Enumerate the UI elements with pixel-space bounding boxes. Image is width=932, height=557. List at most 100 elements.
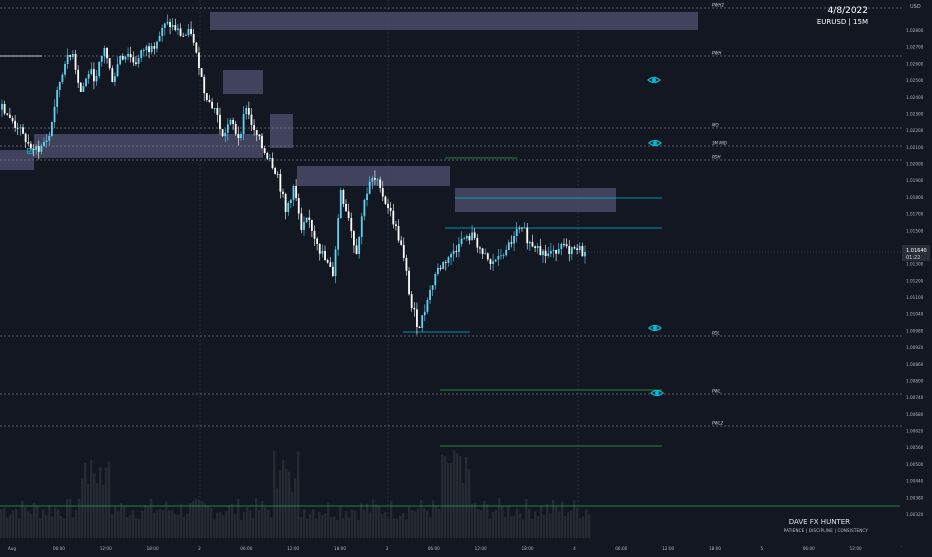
candle-body [14, 120, 17, 128]
candle-body [192, 34, 195, 43]
candle-body [476, 238, 479, 248]
candle-body [400, 240, 403, 245]
candle-body [379, 179, 382, 188]
supply-demand-zone [210, 12, 698, 30]
price-tick-label: 1.02700 [906, 45, 924, 50]
eye-icon [647, 139, 663, 147]
time-tick-label: 12:00 [100, 546, 112, 551]
candle-body [339, 190, 342, 219]
candle-body [376, 179, 379, 181]
volume-bar [120, 503, 123, 538]
candle-body [77, 69, 80, 83]
volume-bar [474, 502, 477, 538]
volume-bar [528, 508, 531, 538]
volume-bar [207, 505, 210, 538]
candle-body [347, 211, 350, 218]
volume-bar [90, 459, 93, 538]
candle-body [350, 218, 353, 232]
candle-body [35, 146, 38, 150]
candle-body [555, 250, 558, 254]
level-label: PDL [712, 331, 720, 336]
candle-body [245, 108, 248, 115]
volume-bar [138, 518, 141, 538]
candle-body [261, 136, 263, 148]
volume-bar [489, 518, 492, 538]
volume-bar [399, 515, 402, 538]
price-chart[interactable]: PWH2 PWH MO 3M MID PDH PDL PWL PWL2 [0, 0, 902, 538]
volume-bar [288, 471, 291, 538]
candle-body [6, 113, 9, 115]
volume-bar [33, 502, 36, 538]
price-tick-label: 1.02500 [906, 78, 924, 83]
candle-body [208, 100, 211, 102]
volume-bar [327, 502, 330, 538]
time-axis[interactable]: Aug 06:00 12:00 18:00 2 06:00 12:00 18:00 3 06:00… [0, 538, 904, 551]
candle-body [337, 218, 340, 250]
volume-bar [30, 513, 33, 538]
volume-bar [501, 505, 504, 538]
volume-bar [411, 510, 414, 538]
candle-body [29, 143, 32, 150]
volume-bar [543, 514, 546, 538]
candle-body [174, 25, 177, 30]
candle-body [324, 250, 326, 260]
volume-bar [318, 512, 321, 538]
volume-bar [45, 514, 48, 538]
volume-bar [525, 498, 528, 538]
level-label: PWH2 [712, 3, 724, 8]
level-label: PDH [712, 155, 721, 160]
volume-bar [480, 510, 483, 538]
volume-bar [354, 510, 357, 538]
volume-bar [402, 513, 405, 538]
candle-body [342, 190, 345, 204]
candle-body [169, 22, 171, 28]
price-tick-label: 1.02400 [906, 95, 924, 100]
candle-body [66, 54, 69, 64]
volume-bar [504, 516, 507, 538]
volume-bar [564, 516, 567, 538]
candle-body [74, 54, 77, 70]
price-tick-label: 1.00380 [906, 495, 924, 500]
candle-body [539, 246, 542, 256]
volume-bar [459, 456, 462, 538]
candle-body [450, 254, 452, 258]
volume-bar [552, 500, 555, 538]
candle-body [45, 140, 48, 142]
candle-body [22, 127, 24, 134]
volume-bar [3, 507, 6, 538]
volume-bar [510, 516, 513, 538]
candle-body [124, 56, 127, 60]
volume-bar [198, 499, 201, 538]
volume-bar [348, 517, 351, 538]
candle-body [24, 133, 27, 142]
volume-bar [96, 483, 99, 538]
candle-body [416, 309, 418, 327]
volume-bar [372, 499, 375, 538]
volume-bar [498, 498, 501, 538]
candle-body [431, 285, 434, 290]
price-tick-label: 1.02800 [906, 28, 924, 33]
volume-bar [546, 503, 549, 538]
price-tick-label: 1.02000 [906, 162, 924, 167]
candle-body [198, 52, 200, 68]
candle-body [392, 210, 395, 225]
volume-bar [336, 519, 339, 538]
volume-bar [75, 510, 78, 538]
supply-demand-zone [270, 114, 293, 148]
volume-bar [189, 503, 192, 538]
supply-demand-zone [223, 70, 263, 94]
volume-bar [531, 519, 534, 538]
eye-icon [649, 389, 665, 397]
candle-body [255, 130, 258, 135]
volume-bar [450, 462, 453, 538]
volume-bar [522, 519, 525, 538]
price-axis[interactable]: USD 1.02800 1.02700 1.02600 1.02500 1.02400 1… [902, 0, 932, 550]
candle-body [100, 55, 103, 62]
chart-area[interactable]: PWH2 PWH MO 3M MID PDH PDL PWL PWL2 4/8/2022 EU… [0, 0, 902, 538]
price-tick-label: 1.01200 [906, 278, 924, 283]
time-tick-label: 06:00 [240, 546, 252, 551]
candle-body [486, 253, 489, 260]
volume-bar [384, 512, 387, 538]
volume-bar [297, 451, 300, 538]
volume-bar [195, 498, 198, 538]
